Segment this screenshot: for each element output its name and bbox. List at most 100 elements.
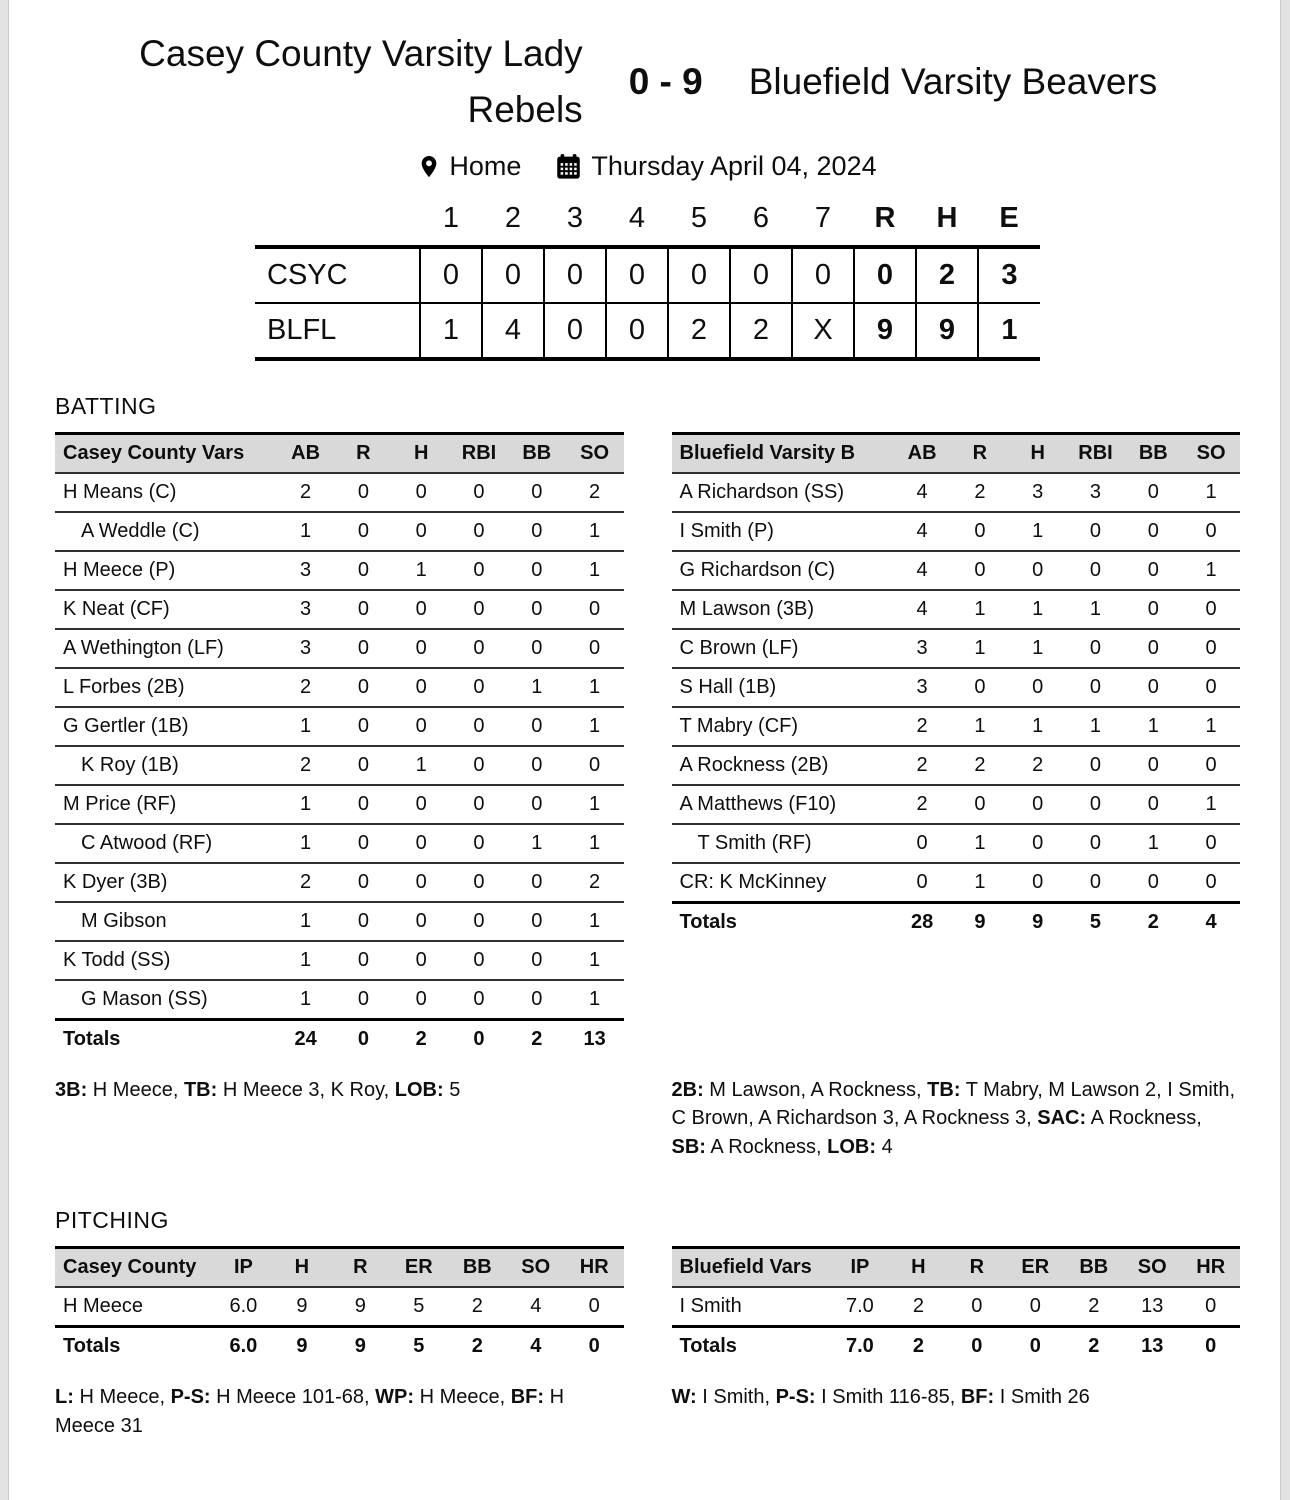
stat-cell: 1 — [974, 871, 986, 893]
table-row: C Atwood (RF) 1 0 0 0 1 1 — [55, 824, 624, 863]
player-name: G Gertler (1B) — [63, 715, 189, 737]
column-header: BB — [448, 1246, 507, 1289]
stat-cell: 1 — [1147, 715, 1159, 737]
stat-cell: 0 — [1205, 520, 1217, 542]
stat-cell: 0 — [357, 949, 369, 971]
home-pitching-note: L: H Meece, P-S: H Meece 101-68, WP: H M… — [55, 1386, 565, 1437]
stat-cell: 0 — [974, 520, 986, 542]
totals-row: Totals 7.0 2 0 0 2 13 0 — [671, 1326, 1240, 1366]
stat-cell: 0 — [588, 1295, 600, 1318]
stats-head-row: Bluefield Vars IP H R ER BB SO HR — [671, 1246, 1240, 1289]
stat-cell: 0 — [415, 598, 427, 620]
batting-section-title: BATTING — [55, 393, 157, 419]
totals-cell: 2 — [415, 1028, 427, 1050]
away-batting-note: 2B: M Lawson, A Rockness, TB: T Mabry, M… — [671, 1079, 1236, 1158]
totals-label: Totals — [63, 1335, 121, 1358]
stat-cell: 1 — [1089, 715, 1102, 737]
stat-cell: 1 — [1205, 481, 1217, 503]
stat-cell: 0 — [1205, 676, 1217, 698]
stat-cell: 1 — [1205, 559, 1217, 581]
totals-cell: 2 — [912, 1335, 924, 1358]
stat-cell: 0 — [1205, 637, 1217, 659]
stat-cell: 0 — [473, 676, 485, 698]
stat-cell: 1 — [300, 520, 312, 542]
totals-row: Totals 6.0 9 9 5 2 4 0 — [55, 1326, 624, 1366]
stats-head: Bluefield Varsity B AB R H RBI BB SO — [671, 432, 1240, 474]
stats-body: A Richardson (SS) 4 2 3 3 0 1 I Smith (P) 4 0 1 0 0 0… — [671, 473, 1240, 942]
stat-cell: 0 — [1147, 871, 1159, 893]
stat-cell: 0 — [1089, 559, 1102, 581]
batting-section: Casey County Vars AB R H RBI BB SO H Means (C) 2… — [55, 432, 1240, 1161]
stat-cell: 0 — [473, 520, 485, 542]
stat-cell: 0 — [916, 832, 928, 854]
stat-cell: 1 — [589, 715, 601, 737]
team-code: BLFL — [267, 314, 337, 346]
player-name: A Weddle (C) — [81, 520, 200, 542]
inning-number: 7 — [814, 202, 832, 234]
summary-column-label: R — [874, 202, 896, 234]
stat-cell: 1 — [589, 520, 601, 542]
stat-cell: 0 — [415, 910, 427, 932]
stat-cell: 0 — [357, 637, 369, 659]
totals-row: Totals 28 9 9 5 2 4 — [671, 902, 1240, 942]
stat-cell: 3 — [916, 637, 928, 659]
totals-cell: 9 — [1032, 911, 1044, 933]
player-name: G Mason (SS) — [81, 988, 208, 1010]
stat-cell: 4 — [916, 559, 928, 581]
column-header: R — [331, 1246, 390, 1289]
stat-cell: 1 — [589, 988, 601, 1010]
inning-score: 0 — [605, 303, 668, 359]
team-label: Casey County Vars — [55, 432, 277, 474]
column-header: SO — [1182, 432, 1240, 474]
inning-score: 0 — [605, 247, 668, 303]
stat-cell: 3 — [300, 559, 312, 581]
stat-cell: 0 — [357, 715, 369, 737]
totals-cell: 9 — [296, 1335, 308, 1358]
stat-cell: 1 — [1205, 793, 1217, 815]
stat-cell: 0 — [531, 871, 543, 893]
column-header: R — [334, 432, 393, 474]
stat-cell: 0 — [1032, 793, 1044, 815]
stat-cell: 2 — [589, 871, 601, 893]
table-row: K Roy (1B) 2 0 1 0 0 0 — [55, 746, 624, 785]
note-label: P-S: — [170, 1386, 211, 1409]
summary-column-label: E — [999, 202, 1019, 234]
stats-head: Casey County Vars AB R H RBI BB SO — [55, 432, 624, 474]
column-header: IP — [830, 1246, 890, 1289]
stats-head-row: Casey County IP H R ER BB SO HR — [55, 1246, 624, 1289]
column-header: ER — [389, 1246, 449, 1289]
inning-number: 5 — [690, 202, 708, 234]
totals-cell: 6.0 — [229, 1335, 258, 1358]
stat-cell: 0 — [473, 949, 485, 971]
stat-cell: 0 — [473, 754, 485, 776]
inning-score: 2 — [729, 303, 792, 359]
totals-cell: 2 — [471, 1335, 483, 1358]
stat-cell: 0 — [531, 637, 543, 659]
player-name: I Smith — [679, 1295, 742, 1318]
stat-cell: 6.0 — [229, 1295, 258, 1318]
totals-cell: 0 — [1205, 1335, 1217, 1358]
table-row: T Mabry (CF) 2 1 1 1 1 1 — [671, 707, 1240, 746]
column-header: R — [951, 432, 1009, 474]
note-label: LOB: — [394, 1079, 444, 1101]
stat-cell: 0 — [415, 520, 427, 542]
stat-cell: 4 — [916, 481, 928, 503]
table-row: T Smith (RF) 0 1 0 0 1 0 — [671, 824, 1240, 863]
stat-cell: 0 — [1147, 754, 1159, 776]
column-header: H — [889, 1246, 948, 1289]
table-row: L Forbes (2B) 2 0 0 0 1 1 — [55, 668, 624, 707]
page-edge-right — [1280, 0, 1290, 1500]
away-team-name: Bluefield Varsity Beavers — [748, 60, 1158, 102]
stat-cell: 0 — [531, 481, 543, 503]
column-header: H — [392, 432, 451, 474]
player-name: M Price (RF) — [63, 793, 177, 815]
player-name: A Rockness (2B) — [679, 754, 829, 776]
table-row: C Brown (LF) 3 1 1 0 0 0 — [671, 629, 1240, 668]
stat-cell: 1 — [589, 676, 601, 698]
stat-cell: 13 — [1141, 1295, 1164, 1318]
stat-cell: 0 — [415, 949, 427, 971]
game-header: Casey County Varsity Lady Rebels 0 - 9 B… — [55, 26, 1240, 137]
stat-cell: 0 — [1205, 598, 1217, 620]
column-header: BB — [1064, 1246, 1124, 1289]
inning-number: 1 — [442, 202, 460, 234]
